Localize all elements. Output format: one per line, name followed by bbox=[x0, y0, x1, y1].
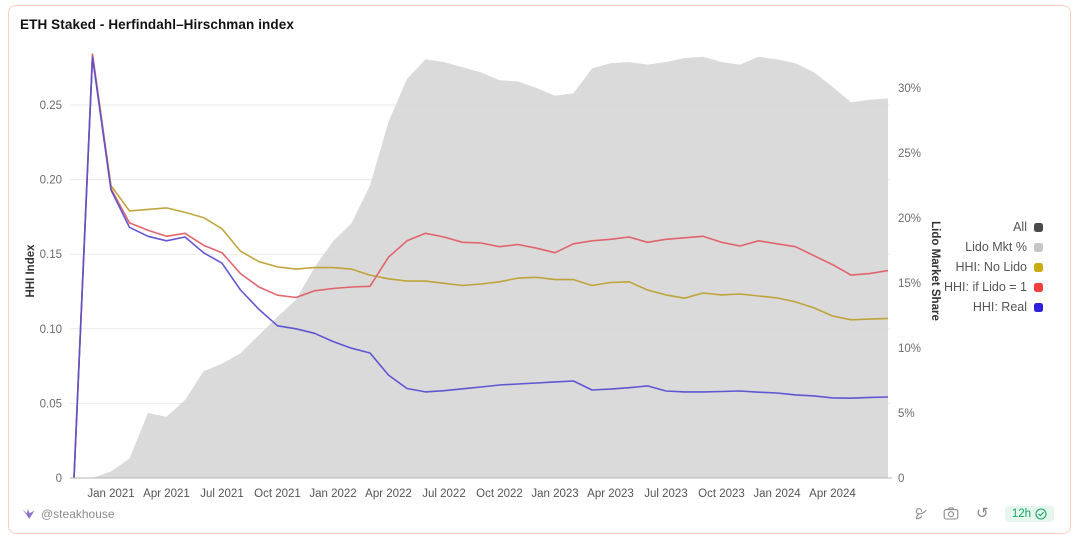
x-tick: Jan 2021 bbox=[87, 488, 134, 500]
legend-item-lido-mkt[interactable]: Lido Mkt % bbox=[965, 240, 1043, 254]
legend-label: Lido Mkt % bbox=[965, 240, 1027, 254]
x-tick: Jan 2023 bbox=[531, 488, 578, 500]
left-axis-title: HHI Index bbox=[25, 244, 37, 298]
legend-item-hhi-real[interactable]: HHI: Real bbox=[973, 300, 1043, 314]
legend-item-all[interactable]: All bbox=[1013, 220, 1043, 234]
footer-actions: ↺ 12h bbox=[912, 505, 1054, 522]
y-tick-left: 0.15 bbox=[40, 249, 62, 261]
x-tick: Apr 2023 bbox=[587, 488, 634, 500]
y-tick-right: 10% bbox=[898, 343, 921, 355]
legend: All Lido Mkt % HHI: No Lido HHI: if Lido = … bbox=[944, 220, 1043, 314]
legend-swatch bbox=[1034, 262, 1043, 272]
y-tick-right: 20% bbox=[898, 213, 921, 225]
legend-label: HHI: if Lido = 1 bbox=[943, 280, 1027, 294]
x-tick: Oct 2022 bbox=[476, 488, 523, 500]
last-refresh-badge[interactable]: 12h bbox=[1004, 505, 1054, 522]
legend-label: All bbox=[1013, 220, 1027, 234]
legend-label: HHI: No Lido bbox=[955, 260, 1027, 274]
credit-label: @steakhouse bbox=[41, 507, 115, 521]
y-tick-right: 30% bbox=[898, 83, 921, 95]
y-tick-left: 0.05 bbox=[40, 398, 62, 410]
hhi-real-line bbox=[73, 56, 889, 479]
x-tick: Apr 2021 bbox=[143, 488, 190, 500]
x-tick: Apr 2024 bbox=[809, 488, 856, 500]
right-axis-title: Lido Market Share bbox=[929, 221, 941, 321]
x-tick: Oct 2023 bbox=[698, 488, 745, 500]
author-credit[interactable]: @steakhouse bbox=[22, 507, 115, 521]
y-tick-right: 5% bbox=[898, 408, 915, 420]
y-tick-left: 0.10 bbox=[40, 324, 62, 336]
hhi-if-lido-1-line bbox=[73, 53, 889, 479]
y-tick-right: 15% bbox=[898, 278, 921, 290]
lido-mkt-area bbox=[74, 56, 888, 479]
hhi-no-lido-line bbox=[73, 53, 889, 479]
y-tick-left: 0.25 bbox=[40, 100, 62, 112]
x-tick: Oct 2021 bbox=[254, 488, 301, 500]
y-tick-right: 25% bbox=[898, 148, 921, 160]
x-tick: Jul 2023 bbox=[644, 488, 687, 500]
chart-title: ETH Staked - Herfindahl–Hirschman index bbox=[20, 17, 294, 32]
left-axis-ticks: 0 0.05 0.10 0.15 0.20 0.25 bbox=[40, 100, 62, 485]
legend-label: HHI: Real bbox=[972, 300, 1027, 314]
x-tick: Jul 2021 bbox=[200, 488, 243, 500]
signature-icon[interactable] bbox=[912, 505, 929, 522]
y-tick-left: 0 bbox=[56, 473, 62, 485]
y-tick-right: 0 bbox=[898, 473, 904, 485]
legend-swatch bbox=[1034, 222, 1043, 232]
refresh-icon[interactable]: ↺ bbox=[976, 505, 989, 522]
y-tick-left: 0.20 bbox=[40, 175, 62, 187]
legend-swatch bbox=[1034, 302, 1043, 312]
x-axis-ticks: Jan 2021 Apr 2021 Jul 2021 Oct 2021 Jan 2022… bbox=[87, 488, 856, 500]
right-axis-ticks: 0 5% 10% 15% 20% 25% 30% bbox=[898, 83, 921, 485]
x-tick: Jan 2024 bbox=[753, 488, 801, 500]
x-tick: Jan 2022 bbox=[309, 488, 356, 500]
legend-swatch bbox=[1034, 282, 1043, 292]
legend-swatch bbox=[1034, 242, 1043, 252]
check-circle-icon bbox=[1035, 507, 1047, 520]
x-tick: Apr 2022 bbox=[365, 488, 412, 500]
last-refresh-time: 12h bbox=[1011, 507, 1031, 520]
legend-item-hhi-if-lido-1[interactable]: HHI: if Lido = 1 bbox=[944, 280, 1043, 294]
legend-item-hhi-no-lido[interactable]: HHI: No Lido bbox=[955, 260, 1043, 274]
x-tick: Jul 2022 bbox=[422, 488, 465, 500]
steakhouse-logo-icon bbox=[22, 508, 35, 519]
camera-icon[interactable] bbox=[943, 505, 960, 522]
